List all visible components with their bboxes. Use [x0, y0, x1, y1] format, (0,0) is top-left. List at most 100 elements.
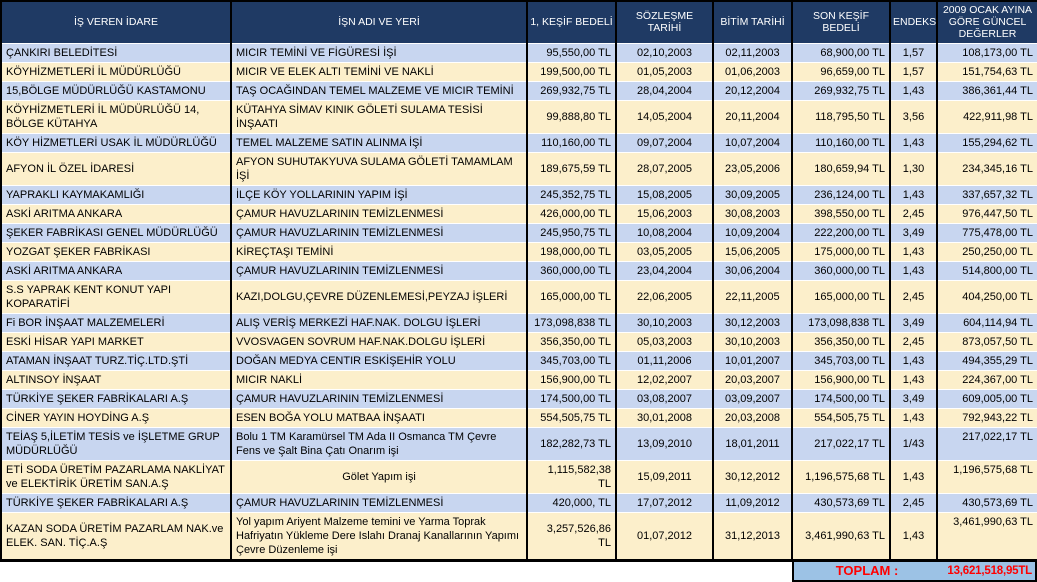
cell-idare: KÖYHİZMETLERİ İL MÜDÜRLÜĞÜ 14, BÖLGE KÜT…	[1, 99, 231, 133]
cell-bitim: 10,07,2004	[712, 132, 792, 152]
cell-kesif: 198,000,00 TL	[526, 241, 616, 261]
cell-is_adi: İLÇE KÖY YOLLARININ YAPIM İŞİ	[230, 184, 527, 204]
table-row: ASKİ ARITMA ANKARA ÇAMUR HAVUZLARININ TEM…	[1, 203, 1037, 223]
cell-kesif: 95,550,00 TL	[526, 42, 616, 62]
table-row: Fi BOR İNŞAAT MALZEMELERİ ALIŞ VERİŞ MERK…	[1, 312, 1037, 332]
cell-son_kesif: 360,000,00 TL	[791, 260, 890, 280]
cell-idare: ALTINSOY İNŞAAT	[1, 369, 231, 389]
cell-son_kesif: 356,350,00 TL	[791, 331, 890, 351]
cell-son_kesif: 345,703,00 TL	[791, 350, 890, 370]
table-row: TEİAŞ 5,İLETİM TESİS ve İŞLETME GRUP MÜD…	[1, 426, 1037, 460]
table-row: S.S YAPRAK KENT KONUT YAPI KOPARATİFİ KAZ…	[1, 279, 1037, 313]
cell-guncel: 151,754,63 TL	[936, 61, 1037, 81]
cell-son_kesif: 110,160,00 TL	[791, 132, 890, 152]
cell-bitim: 30,06,2004	[712, 260, 792, 280]
table-row: TÜRKİYE ŞEKER FABRİKALARI A.Ş ÇAMUR HAVUZ…	[1, 492, 1037, 512]
cell-is_adi: KÜTAHYA SİMAV KINIK GÖLETİ SULAMA TESİSİ…	[230, 99, 527, 133]
cell-kesif: 165,000,00 TL	[526, 279, 616, 313]
contracts-table: İŞ VEREN İDARE İŞN ADI VE YERİ 1, KEŞİF …	[0, 0, 1037, 562]
cell-guncel: 430,573,69 TL	[936, 492, 1037, 512]
total-box: TOPLAM : 13,621,518,95TL	[792, 561, 1037, 582]
cell-kesif: 245,352,75 TL	[526, 184, 616, 204]
cell-son_kesif: 68,900,00 TL	[791, 42, 890, 62]
cell-endeks: 1,43	[889, 184, 937, 204]
cell-idare: CİNER YAYIN HOYDİNG A.Ş	[1, 407, 231, 427]
cell-kesif: 1,115,582,38 TL	[526, 459, 616, 493]
table-row: ALTINSOY İNŞAAT MICIR NAKLİ 156,900,00 TL 1…	[1, 369, 1037, 389]
cell-guncel: 976,447,50 TL	[936, 203, 1037, 223]
cell-is_adi: ÇAMUR HAVUZLARININ TEMİZLENMESİ	[230, 222, 527, 242]
cell-bitim: 31,12,2013	[712, 511, 792, 560]
cell-sozlesme: 22,06,2005	[615, 279, 713, 313]
cell-kesif: 156,900,00 TL	[526, 369, 616, 389]
cell-idare: TÜRKİYE ŞEKER FABRİKALARI A.Ş	[1, 388, 231, 408]
cell-bitim: 30,12,2012	[712, 459, 792, 493]
column-header-bitim-tarihi: BİTİM TARİHİ	[712, 0, 792, 43]
cell-son_kesif: 180,659,94 TL	[791, 151, 890, 185]
cell-is_adi: ÇAMUR HAVUZLARININ TEMİZLENMESİ	[230, 260, 527, 280]
cell-guncel: 155,294,62 TL	[936, 132, 1037, 152]
cell-endeks: 3,56	[889, 99, 937, 133]
table-row: KAZAN SODA ÜRETİM PAZARLAM NAK.ve ELEK. …	[1, 511, 1037, 560]
column-header-is-veren-idare: İŞ VEREN İDARE	[1, 0, 231, 43]
cell-bitim: 20,03,2007	[712, 369, 792, 389]
cell-guncel: 514,800,00 TL	[936, 260, 1037, 280]
cell-bitim: 11,09,2012	[712, 492, 792, 512]
cell-guncel: 386,361,44 TL	[936, 80, 1037, 100]
cell-sozlesme: 15,09,2011	[615, 459, 713, 493]
cell-sozlesme: 14,05,2004	[615, 99, 713, 133]
table-row: ESKİ HİSAR YAPI MARKET VVOSVAGEN SOVRUM H…	[1, 331, 1037, 351]
cell-son_kesif: 156,900,00 TL	[791, 369, 890, 389]
cell-idare: ŞEKER FABRİKASI GENEL MÜDÜRLÜĞÜ	[1, 222, 231, 242]
cell-bitim: 18,01,2011	[712, 426, 792, 460]
cell-is_adi: Bolu 1 TM Karamürsel TM Ada II Osmanca T…	[230, 426, 527, 460]
cell-bitim: 30,08,2003	[712, 203, 792, 223]
cell-is_adi: TEMEL MALZEME SATIN ALINMA İŞİ	[230, 132, 527, 152]
cell-bitim: 20,03,2008	[712, 407, 792, 427]
table-row: KÖY HİZMETLERİ USAK İL MÜDÜRLÜĞÜ TEMEL MA…	[1, 132, 1037, 152]
cell-son_kesif: 222,200,00 TL	[791, 222, 890, 242]
cell-kesif: 554,505,75 TL	[526, 407, 616, 427]
column-header-kesif-bedeli: 1, KEŞİF BEDELİ	[526, 0, 616, 43]
cell-endeks: 2,45	[889, 279, 937, 313]
cell-endeks: 2,45	[889, 203, 937, 223]
cell-son_kesif: 554,505,75 TL	[791, 407, 890, 427]
cell-idare: AFYON İL ÖZEL İDARESİ	[1, 151, 231, 185]
cell-son_kesif: 217,022,17 TL	[791, 426, 890, 460]
table-row: TÜRKİYE ŞEKER FABRİKALARI A.Ş ÇAMUR HAVUZ…	[1, 388, 1037, 408]
table-row: YAPRAKLI KAYMAKAMLIĞI İLÇE KÖY YOLLARININ…	[1, 184, 1037, 204]
cell-guncel: 775,478,00 TL	[936, 222, 1037, 242]
cell-son_kesif: 175,000,00 TL	[791, 241, 890, 261]
cell-guncel: 217,022,17 TL	[936, 426, 1037, 460]
cell-endeks: 1,43	[889, 511, 937, 560]
cell-son_kesif: 430,573,69 TL	[791, 492, 890, 512]
cell-sozlesme: 15,08,2005	[615, 184, 713, 204]
cell-idare: KÖY HİZMETLERİ USAK İL MÜDÜRLÜĞÜ	[1, 132, 231, 152]
cell-is_adi: ÇAMUR HAVUZLARININ TEMİZLENMESİ	[230, 388, 527, 408]
cell-guncel: 337,657,32 TL	[936, 184, 1037, 204]
cell-kesif: 173,098,838 TL	[526, 312, 616, 332]
cell-endeks: 1/43	[889, 426, 937, 460]
table-body: ÇANKIRI BELEDİTESİ MICIR TEMİNİ VE FİGÜRE…	[1, 42, 1037, 560]
cell-idare: ASKİ ARITMA ANKARA	[1, 203, 231, 223]
cell-is_adi: ESEN BOĞA YOLU MATBAA İNŞAATI	[230, 407, 527, 427]
cell-guncel: 1,196,575,68 TL	[936, 459, 1037, 493]
cell-is_adi: VVOSVAGEN SOVRUM HAF.NAK.DOLGU İŞLERİ	[230, 331, 527, 351]
cell-is_adi: ÇAMUR HAVUZLARININ TEMİZLENMESİ	[230, 492, 527, 512]
cell-endeks: 1,43	[889, 369, 937, 389]
cell-sozlesme: 12,02,2007	[615, 369, 713, 389]
cell-sozlesme: 28,07,2005	[615, 151, 713, 185]
cell-bitim: 02,11,2003	[712, 42, 792, 62]
table-header: İŞ VEREN İDARE İŞN ADI VE YERİ 1, KEŞİF …	[1, 0, 1037, 43]
cell-sozlesme: 23,04,2004	[615, 260, 713, 280]
cell-endeks: 3,49	[889, 312, 937, 332]
cell-is_adi: DOĞAN MEDYA CENTIR ESKİŞEHİR YOLU	[230, 350, 527, 370]
cell-bitim: 15,06,2005	[712, 241, 792, 261]
cell-idare: ETİ SODA ÜRETİM PAZARLAMA NAKLİYAT ve EL…	[1, 459, 231, 493]
cell-sozlesme: 03,08,2007	[615, 388, 713, 408]
cell-kesif: 269,932,75 TL	[526, 80, 616, 100]
cell-endeks: 1,43	[889, 80, 937, 100]
cell-bitim: 20,12,2004	[712, 80, 792, 100]
cell-guncel: 873,057,50 TL	[936, 331, 1037, 351]
cell-son_kesif: 118,795,50 TL	[791, 99, 890, 133]
